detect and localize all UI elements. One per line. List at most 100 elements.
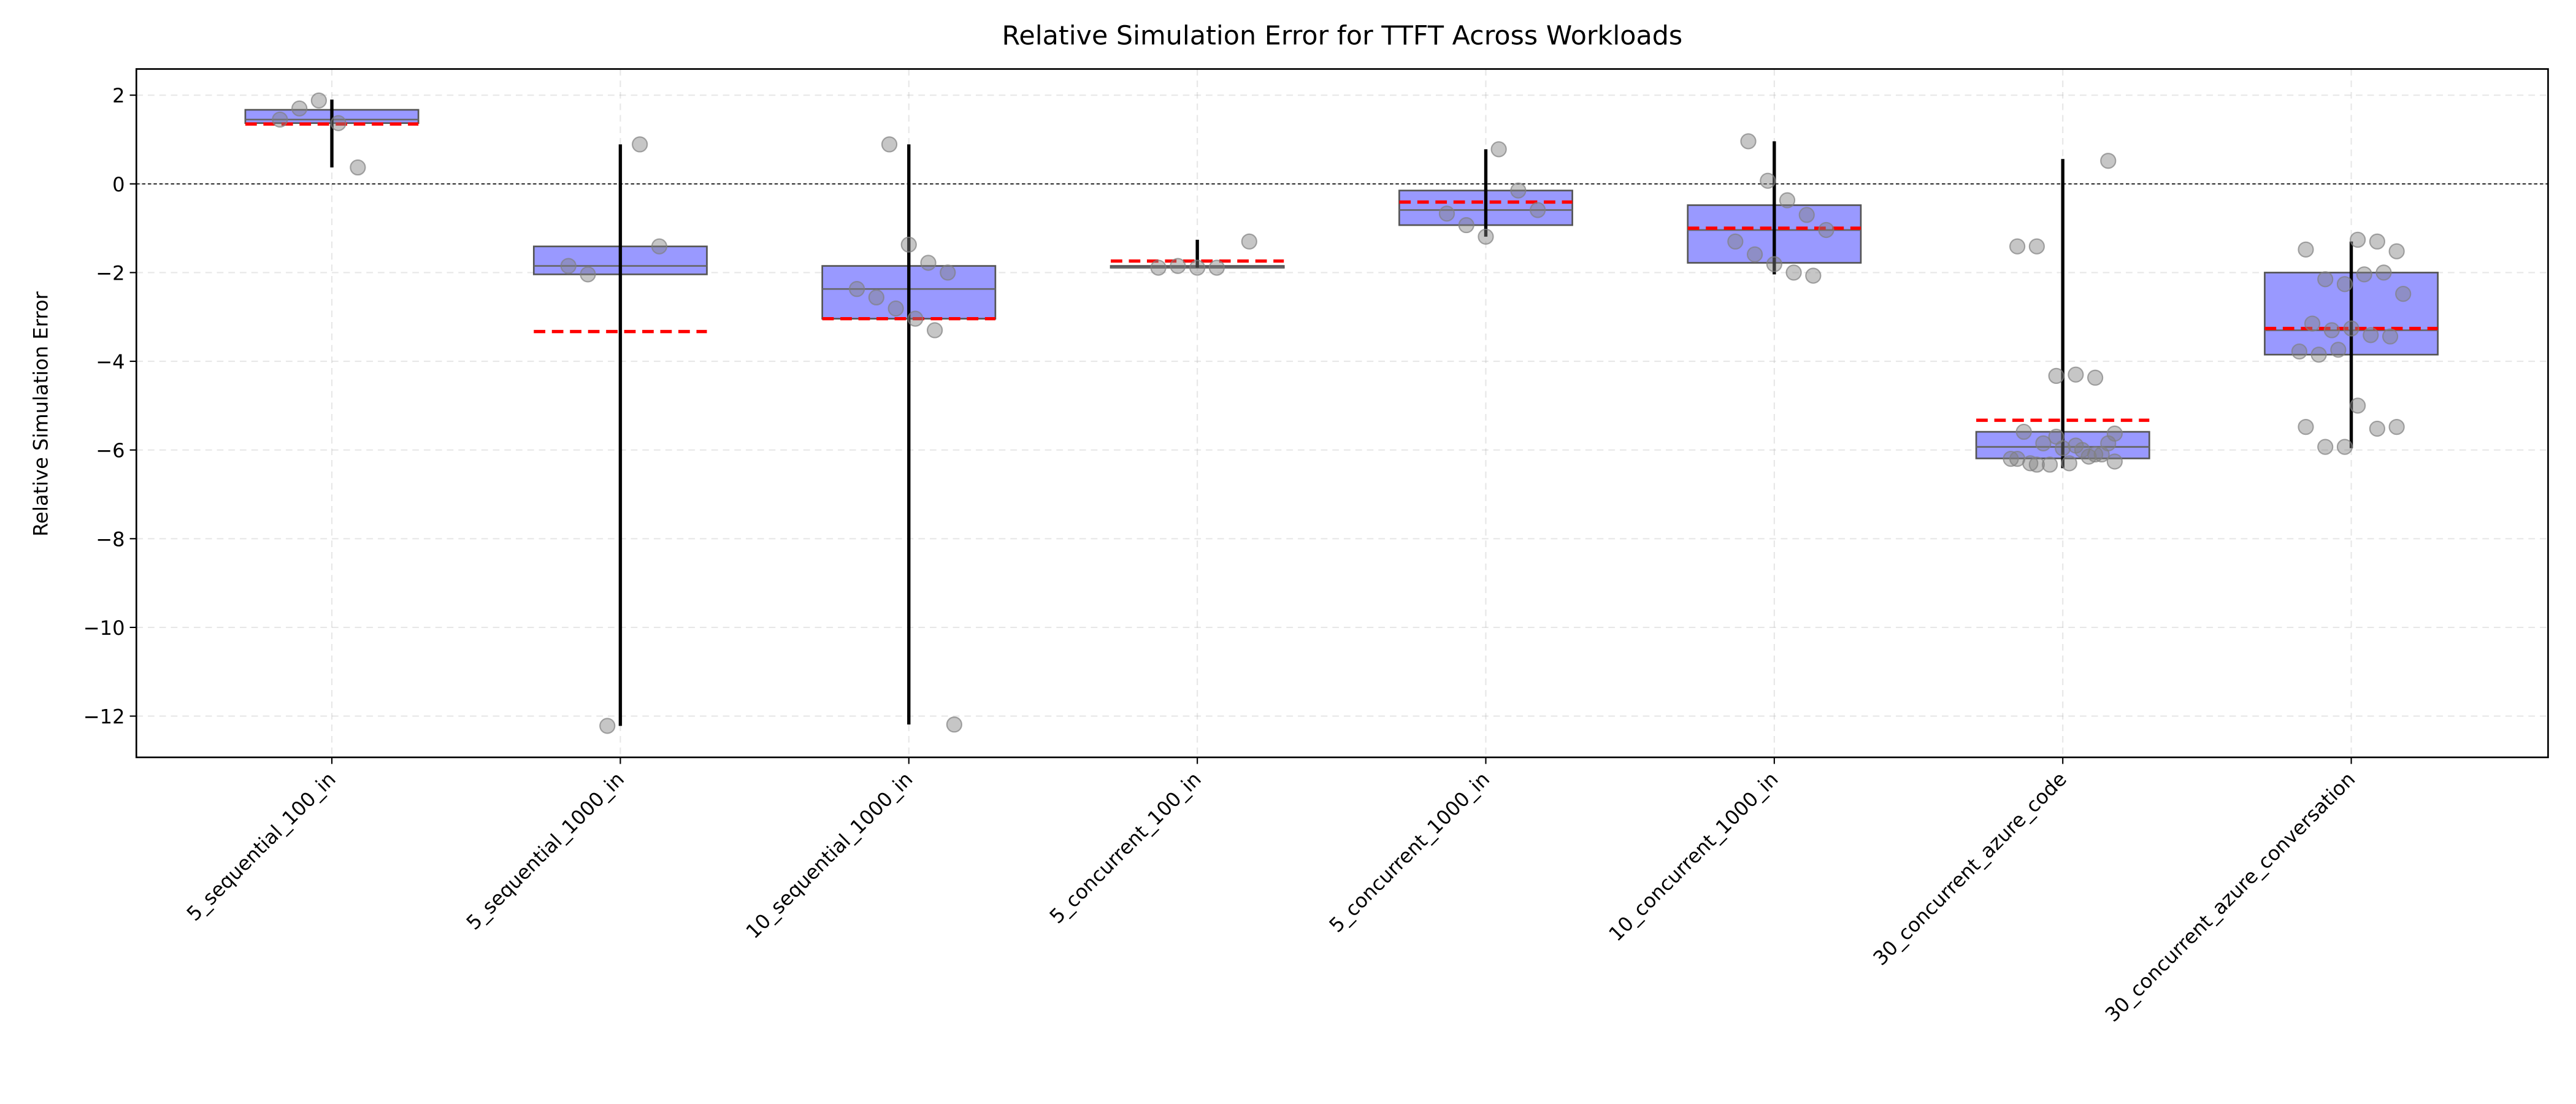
y-tick-label: −6 xyxy=(96,439,125,462)
data-point xyxy=(2382,328,2399,345)
data-point xyxy=(1779,192,1796,209)
data-point xyxy=(2003,451,2019,467)
y-tick-label: −2 xyxy=(96,261,125,285)
data-point xyxy=(2298,241,2314,258)
data-point xyxy=(1785,264,1802,281)
data-point xyxy=(2336,276,2353,293)
data-point xyxy=(2100,435,2117,451)
data-point xyxy=(1490,141,1507,158)
data-point xyxy=(887,300,904,317)
data-point xyxy=(1746,246,1763,263)
data-point xyxy=(2100,153,2117,169)
data-point xyxy=(330,115,347,131)
data-point xyxy=(2298,418,2314,435)
data-point xyxy=(2009,451,2026,467)
y-tick-label: −10 xyxy=(83,616,125,640)
data-point xyxy=(2323,322,2340,339)
data-point xyxy=(1740,133,1757,150)
data-point xyxy=(1766,256,1782,272)
data-point xyxy=(2375,264,2392,281)
data-point xyxy=(599,718,616,734)
data-point xyxy=(2350,231,2366,248)
data-point xyxy=(2330,342,2347,358)
chart-title: Relative Simulation Error for TTFT Acros… xyxy=(1002,20,1683,51)
data-point xyxy=(310,92,328,109)
data-point xyxy=(1438,205,1455,222)
x-tick-label: 5_sequential_1000_in xyxy=(462,767,629,934)
y-tick-label: −12 xyxy=(83,705,125,729)
data-point xyxy=(1150,259,1167,276)
data-point xyxy=(560,258,577,274)
data-point xyxy=(940,264,956,281)
data-point xyxy=(2028,456,2045,473)
data-point xyxy=(2087,369,2104,386)
data-point xyxy=(1458,217,1474,234)
data-point xyxy=(2048,367,2064,385)
data-point xyxy=(2061,455,2077,472)
y-tick-label: −8 xyxy=(96,527,125,551)
plot-frame xyxy=(135,68,2549,759)
y-axis-label: Relative Simulation Error xyxy=(29,291,53,537)
data-point xyxy=(1818,221,1834,239)
data-point xyxy=(2035,435,2052,451)
data-point xyxy=(1530,202,1546,218)
data-point xyxy=(2395,286,2412,302)
y-tick-label: 2 xyxy=(112,84,125,107)
data-point xyxy=(291,100,308,117)
data-point xyxy=(1727,233,1744,250)
data-point xyxy=(2350,397,2366,414)
data-point xyxy=(920,255,937,271)
data-point xyxy=(907,310,924,327)
data-point xyxy=(1170,258,1186,274)
data-point xyxy=(2369,233,2386,250)
data-point xyxy=(651,238,668,255)
x-tick-label: 5_sequential_100_in xyxy=(182,767,340,926)
data-point xyxy=(1478,228,1494,245)
data-point xyxy=(881,136,898,153)
data-point xyxy=(2363,327,2379,343)
x-tick-label: 5_concurrent_100_in xyxy=(1045,767,1206,928)
data-point xyxy=(2388,418,2405,435)
data-point xyxy=(2356,266,2372,283)
data-point xyxy=(2068,366,2084,383)
y-tick-label: −4 xyxy=(96,350,125,374)
data-point xyxy=(848,281,865,297)
data-point xyxy=(1760,172,1776,189)
data-point xyxy=(2015,423,2032,440)
data-point xyxy=(2388,243,2405,259)
data-point xyxy=(2087,446,2104,463)
data-point xyxy=(2068,437,2084,454)
x-tick-label: 10_concurrent_1000_in xyxy=(1604,767,1782,946)
x-tick-label: 30_concurrent_azure_conversation xyxy=(2101,767,2359,1026)
data-point xyxy=(1510,182,1527,199)
data-point xyxy=(2343,320,2359,337)
data-point xyxy=(2106,453,2123,470)
data-point xyxy=(2336,439,2353,455)
data-point xyxy=(2317,271,2334,288)
data-point xyxy=(946,716,962,733)
data-point xyxy=(1208,259,1225,276)
data-point xyxy=(2304,315,2321,332)
data-point xyxy=(580,266,596,283)
data-point xyxy=(2048,428,2064,445)
data-point xyxy=(2310,347,2327,363)
data-point xyxy=(900,236,917,253)
data-point xyxy=(2317,439,2334,455)
data-point xyxy=(272,111,288,128)
x-tick-label: 5_concurrent_1000_in xyxy=(1325,767,1495,937)
data-point xyxy=(2041,456,2058,473)
data-point xyxy=(868,289,884,306)
data-point xyxy=(350,159,366,176)
data-point xyxy=(926,322,943,339)
x-tick-label: 10_sequential_1000_in xyxy=(742,767,918,943)
data-point xyxy=(1798,207,1815,223)
data-point xyxy=(1805,267,1822,284)
data-point xyxy=(1241,233,1257,250)
x-tick-label: 30_concurrent_azure_code xyxy=(1868,767,2071,970)
y-tick-label: 0 xyxy=(112,173,125,196)
data-point xyxy=(1189,259,1206,276)
data-point xyxy=(2369,420,2386,437)
data-point xyxy=(2291,343,2308,360)
